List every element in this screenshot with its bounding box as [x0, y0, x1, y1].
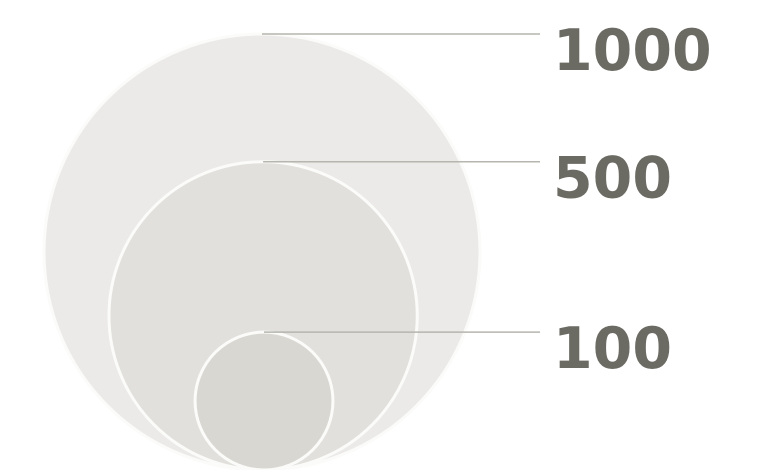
legend-circles: [42, 32, 482, 470]
value-label-100: 100: [553, 316, 672, 382]
value-label-500: 500: [553, 146, 672, 212]
legend-value-labels: 1000 500 100: [553, 18, 712, 382]
legend-leader-lines: [262, 33, 540, 333]
circle-100: [193, 330, 335, 470]
value-label-1000: 1000: [553, 18, 712, 84]
